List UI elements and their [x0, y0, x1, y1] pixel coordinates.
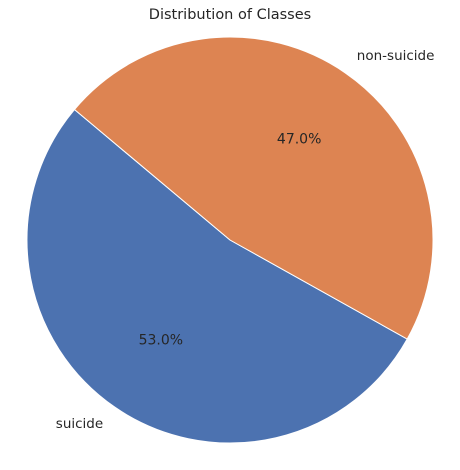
pie-slice-suicide: [26, 108, 408, 444]
pie-labels: suicide 53.0% non-suicide 47.0%: [56, 48, 435, 432]
slice-label-non-suicide: non-suicide: [357, 48, 435, 64]
slice-pct-label-non-suicide: 47.0%: [277, 132, 321, 148]
slice-pct-label-suicide: 53.0%: [139, 332, 183, 348]
pie-slice-non-suicide: [73, 36, 434, 340]
slice-label-suicide: suicide: [56, 416, 103, 432]
chart-title: Distribution of Classes: [149, 7, 311, 23]
pie-slices: [26, 36, 434, 444]
